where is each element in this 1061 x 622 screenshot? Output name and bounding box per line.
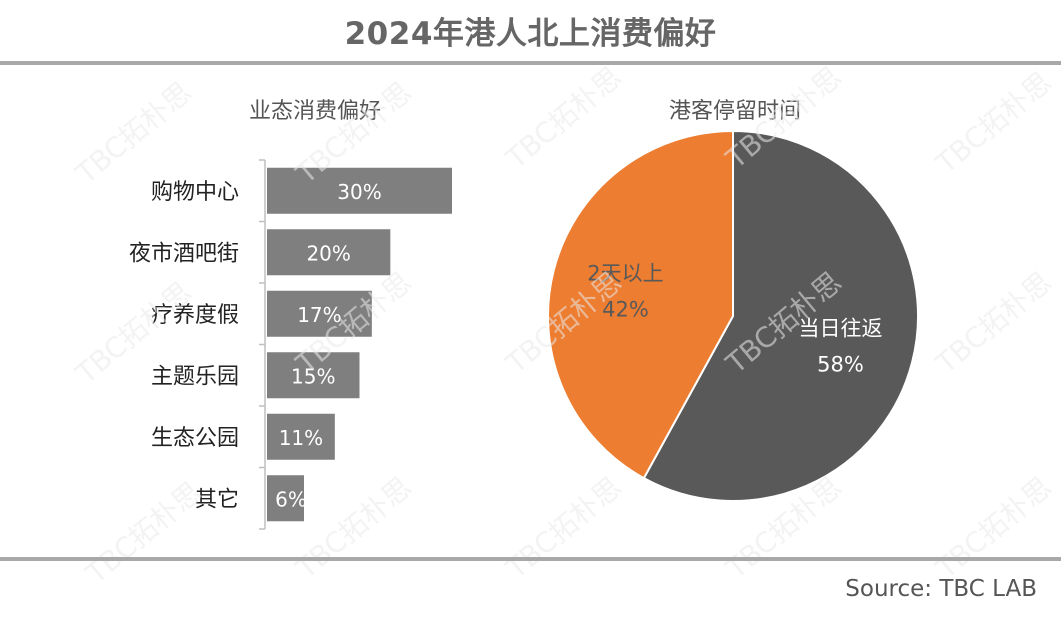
bar-value-label: 17% xyxy=(297,303,341,327)
bar-5 xyxy=(267,413,335,460)
bar-3 xyxy=(267,290,372,337)
pie-chart-title: 港客停留时间 xyxy=(668,99,801,124)
pie-slice-1 xyxy=(642,129,919,502)
pie-slice-label: 2天以上 xyxy=(587,261,663,285)
bar-chart-title: 业态消费偏好 xyxy=(248,99,381,124)
page-title: 2024年港人北上消费偏好 xyxy=(344,16,717,52)
source-note: Source: TBC LAB xyxy=(845,576,1037,602)
bar-category-label: 生态公园 xyxy=(151,426,239,451)
bar-category-label: 主题乐园 xyxy=(151,364,239,389)
bar-category-label: 夜市酒吧街 xyxy=(129,241,239,266)
pie-slice-value: 58% xyxy=(817,353,864,377)
bar-6 xyxy=(267,475,304,522)
bar-value-label: 11% xyxy=(279,426,323,450)
bar-category-label: 疗养度假 xyxy=(151,303,239,328)
bar-2 xyxy=(267,229,391,276)
bar-value-label: 15% xyxy=(291,364,335,388)
pie-slice-label: 当日往返 xyxy=(799,317,883,341)
bar-value-label: 20% xyxy=(306,241,350,265)
bar-value-label: 30% xyxy=(337,180,381,204)
pie-slice-2 xyxy=(547,129,734,480)
bottom-divider xyxy=(0,557,1061,561)
pie-slice-value: 42% xyxy=(602,297,649,321)
top-divider xyxy=(0,61,1061,65)
bar-1 xyxy=(267,167,452,214)
bar-category-label: 其它 xyxy=(195,487,239,512)
bar-value-label: 6% xyxy=(275,487,307,511)
bar-category-label: 购物中心 xyxy=(151,180,239,205)
bar-4 xyxy=(267,352,360,399)
